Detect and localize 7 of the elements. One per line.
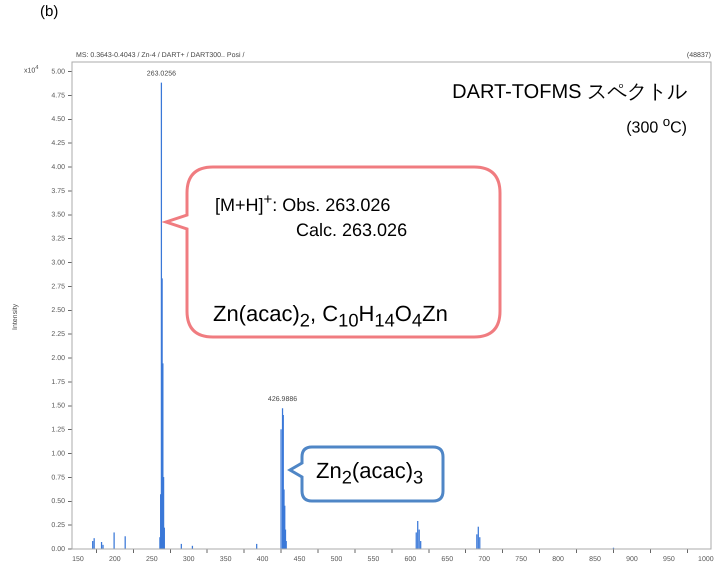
annotation: Calc. 263.026: [296, 220, 408, 240]
text: Zn(acac)$_{2}$, C$_{10}$H$_{14}$O$_{4}$Zn: [213, 301, 448, 330]
annotation: [M+H]$^{+}$: Obs. 263.026: [215, 191, 390, 215]
text: DART-TOFMS スペクトル: [452, 81, 687, 103]
annotation: Zn$_{2}$(acac)$_{3}$: [316, 458, 424, 488]
text: (b): [40, 3, 58, 20]
text: (300 $^{o}$C): [626, 114, 687, 136]
